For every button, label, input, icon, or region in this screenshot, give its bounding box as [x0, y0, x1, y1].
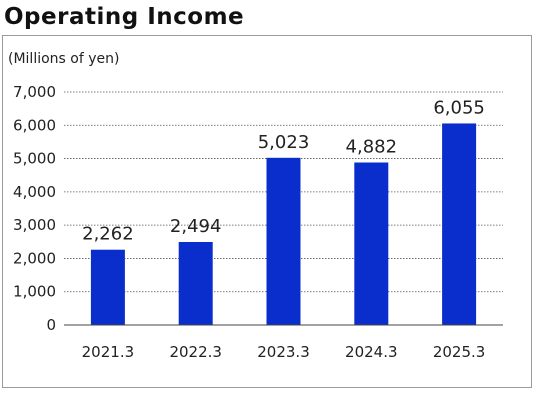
- y-tick-label: 0: [46, 316, 56, 334]
- y-tick-label: 1,000: [13, 283, 56, 301]
- x-category-labels: 2021.3 2022.3 2023.3 2024.3 2025.3: [82, 343, 486, 361]
- y-tick-label: 3,000: [13, 216, 56, 234]
- chart-frame: [2, 35, 532, 388]
- bar-2024.3: [354, 162, 389, 325]
- x-category-label-2024.3: 2024.3: [345, 343, 398, 361]
- y-tick-label: 4,000: [13, 183, 56, 201]
- data-label-2021.3: 2,262: [82, 224, 134, 245]
- y-tick-label: 6,000: [13, 116, 56, 134]
- bar-2023.3: [266, 157, 301, 325]
- x-category-label-2022.3: 2022.3: [169, 343, 222, 361]
- y-tick-label: 2,000: [13, 249, 56, 267]
- y-tick-label: 5,000: [13, 150, 56, 168]
- x-category-label-2023.3: 2023.3: [257, 343, 310, 361]
- y-axis-unit-label: (Millions of yen): [8, 51, 119, 67]
- y-tick-label: 7,000: [13, 83, 56, 101]
- bar-2025.3: [442, 123, 477, 325]
- bars: [90, 123, 477, 325]
- bar-2021.3: [90, 249, 125, 325]
- x-category-label-2025.3: 2025.3: [433, 343, 486, 361]
- x-category-label-2021.3: 2021.3: [82, 343, 135, 361]
- data-label-2025.3: 6,055: [433, 97, 485, 118]
- data-label-2022.3: 2,494: [170, 216, 222, 237]
- chart-title: Operating Income: [4, 4, 245, 30]
- data-label-2023.3: 5,023: [258, 132, 310, 153]
- y-tick-labels: 0 1,000 2,000 3,000 4,000 5,000 6,000 7,000: [13, 83, 56, 334]
- data-labels: 2,262 2,494 5,023 4,882 6,055: [82, 97, 485, 244]
- data-label-2024.3: 4,882: [346, 136, 398, 157]
- bar-2022.3: [178, 241, 213, 325]
